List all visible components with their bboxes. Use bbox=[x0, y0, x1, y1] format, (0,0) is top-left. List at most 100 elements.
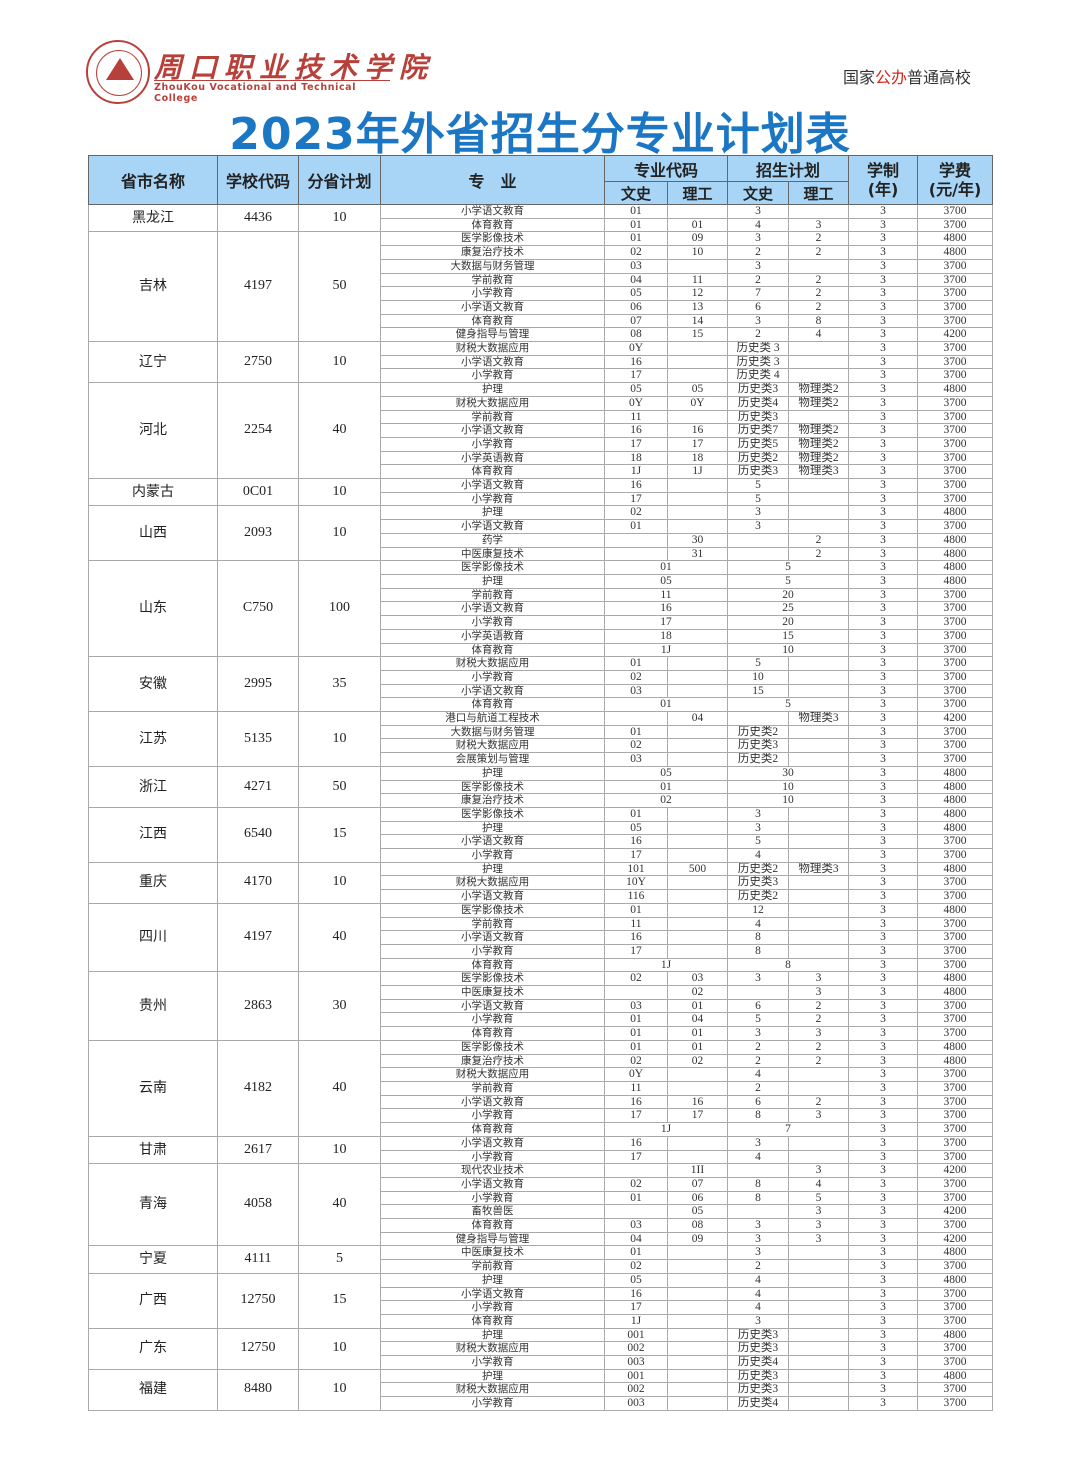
plan-ligong: 物理类2 bbox=[788, 382, 850, 397]
major: 大数据与财务管理 bbox=[380, 258, 605, 274]
fee: 3700 bbox=[917, 217, 994, 233]
years: 3 bbox=[848, 1122, 919, 1137]
fee: 3700 bbox=[917, 341, 994, 356]
code-ligong bbox=[666, 752, 729, 767]
school-code: 4170 bbox=[217, 861, 299, 904]
plan-wenshi: 4 bbox=[727, 1286, 790, 1302]
header-code-wenshi: 文史 bbox=[604, 181, 668, 205]
years: 3 bbox=[848, 204, 919, 219]
major: 护理 bbox=[380, 382, 605, 397]
major: 财税大数据应用 bbox=[380, 1382, 605, 1398]
code-wenshi: 02 bbox=[604, 1176, 668, 1192]
province-name: 山东 bbox=[88, 560, 218, 658]
fee: 3700 bbox=[917, 1355, 994, 1370]
plan-wenshi: 历史类3 bbox=[727, 1341, 790, 1357]
major: 小学教育 bbox=[380, 436, 605, 452]
plan-ligong: 8 bbox=[788, 313, 850, 329]
plan-wenshi: 3 bbox=[727, 519, 790, 534]
plan-ligong bbox=[788, 738, 850, 754]
plan-ligong: 物理类3 bbox=[788, 711, 850, 726]
code-wenshi: 01 bbox=[604, 519, 668, 534]
major: 小学语文教育 bbox=[380, 1135, 605, 1151]
code-wenshi: 1J bbox=[604, 1313, 668, 1329]
plan-wenshi: 历史类3 bbox=[727, 1368, 790, 1384]
years: 3 bbox=[848, 834, 919, 850]
years: 3 bbox=[848, 1094, 919, 1110]
plan-ligong bbox=[788, 1067, 850, 1082]
table-row: 学前教育 02 2 3 3700 bbox=[89, 1259, 994, 1274]
code-ligong bbox=[666, 1313, 729, 1329]
years: 3 bbox=[848, 711, 919, 726]
province-name: 四川 bbox=[88, 902, 218, 973]
table-row: 学前教育 11 历史类3 3 3700 bbox=[89, 409, 994, 425]
plan-wenshi bbox=[727, 1204, 790, 1220]
plan-wenshi: 2 bbox=[727, 272, 790, 288]
plan-wenshi: 10 bbox=[727, 779, 850, 795]
code-ligong bbox=[666, 491, 729, 507]
code-ligong bbox=[666, 1272, 729, 1288]
years: 3 bbox=[848, 765, 919, 781]
fee: 4800 bbox=[917, 793, 994, 808]
years: 3 bbox=[848, 957, 919, 973]
table-row: 浙江 4271 50 护理 05 30 3 4800 bbox=[88, 765, 994, 808]
code-ligong bbox=[666, 505, 729, 521]
years: 3 bbox=[848, 1176, 919, 1192]
plan-wenshi: 7 bbox=[727, 286, 790, 301]
fee: 4800 bbox=[917, 985, 994, 1000]
code-wenshi: 16 bbox=[604, 478, 668, 493]
major: 小学语文教育 bbox=[380, 889, 605, 904]
years: 3 bbox=[848, 1204, 919, 1220]
plan-ligong bbox=[788, 519, 850, 534]
code-wenshi: 02 bbox=[604, 505, 668, 521]
code-ligong: 13 bbox=[666, 299, 729, 315]
code-ligong: 500 bbox=[666, 861, 729, 877]
table-row: 医学影像技术 01 10 3 4800 bbox=[89, 779, 994, 795]
fee: 3700 bbox=[917, 1286, 994, 1302]
major: 现代农业技术 bbox=[380, 1163, 605, 1178]
plan-ligong: 物理类3 bbox=[788, 861, 850, 877]
plan-wenshi: 5 bbox=[727, 697, 850, 713]
years: 3 bbox=[848, 1382, 919, 1398]
plan-ligong bbox=[788, 1286, 850, 1302]
plan-ligong bbox=[788, 204, 850, 219]
code-wenshi: 003 bbox=[604, 1355, 668, 1370]
code-wenshi: 01 bbox=[603, 779, 729, 795]
province-name: 内蒙古 bbox=[88, 478, 218, 507]
code-ligong: 03 bbox=[666, 971, 729, 987]
plan-wenshi: 历史类 3 bbox=[727, 354, 790, 370]
province-name: 甘肃 bbox=[88, 1135, 218, 1165]
major: 小学语文教育 bbox=[380, 930, 605, 945]
plan-wenshi: 3 bbox=[727, 971, 790, 987]
fee: 3700 bbox=[917, 464, 994, 480]
plan-wenshi: 12 bbox=[727, 902, 790, 918]
years: 3 bbox=[848, 724, 919, 740]
years: 3 bbox=[848, 560, 919, 575]
table-row: 江苏 5135 10 港口与航道工程技术 04 物理类3 3 4200 bbox=[88, 711, 994, 767]
major: 体育教育 bbox=[380, 313, 605, 329]
code-wenshi: 17 bbox=[604, 1149, 668, 1165]
code-ligong bbox=[666, 1245, 729, 1261]
province-name: 云南 bbox=[88, 1039, 218, 1137]
years: 3 bbox=[848, 1327, 919, 1343]
major: 财税大数据应用 bbox=[380, 341, 605, 356]
plan-ligong bbox=[788, 943, 850, 959]
code-ligong bbox=[666, 1149, 729, 1165]
years: 3 bbox=[848, 1286, 919, 1302]
plan-ligong bbox=[788, 505, 850, 521]
province-plan: 40 bbox=[298, 382, 381, 480]
fee: 3700 bbox=[917, 272, 994, 288]
province-plan: 40 bbox=[298, 1039, 381, 1137]
plan-wenshi: 5 bbox=[727, 573, 850, 589]
province-plan: 10 bbox=[298, 1135, 381, 1165]
major: 小学语文教育 bbox=[380, 834, 605, 850]
table-row: 甘肃 2617 10 小学语文教育 16 3 3 3700 bbox=[88, 1135, 994, 1165]
years: 3 bbox=[848, 464, 919, 480]
years: 3 bbox=[848, 806, 919, 822]
major: 财税大数据应用 bbox=[380, 1067, 605, 1082]
plan-ligong bbox=[788, 478, 850, 493]
fee: 3700 bbox=[917, 1108, 994, 1124]
fee: 3700 bbox=[917, 491, 994, 507]
table-row: 财税大数据应用 002 历史类3 3 3700 bbox=[89, 1382, 994, 1398]
code-wenshi: 03 bbox=[604, 1218, 668, 1233]
fee: 4800 bbox=[917, 971, 994, 987]
